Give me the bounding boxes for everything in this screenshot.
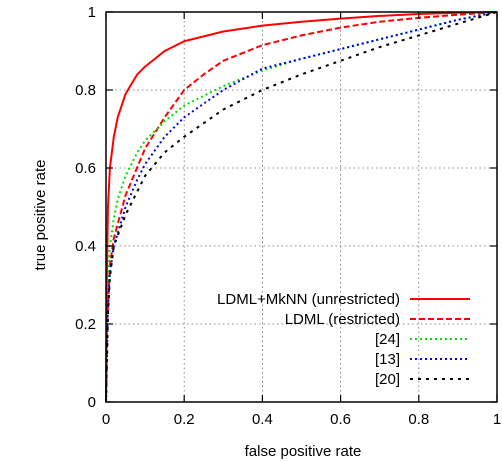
series-line-2 xyxy=(105,11,498,403)
x-tick-label: 0.4 xyxy=(252,411,273,428)
series-layer xyxy=(105,11,498,403)
x-tick-label: 0.6 xyxy=(330,411,351,428)
y-tick-label: 0.4 xyxy=(75,238,96,255)
y-tick-label: 0.8 xyxy=(75,82,96,99)
grid-layer xyxy=(106,12,497,402)
y-tick-label: 0.6 xyxy=(75,160,96,177)
series-line-5 xyxy=(105,11,498,403)
y-tick-label: 0 xyxy=(88,394,96,411)
x-tick-label: 0 xyxy=(102,411,110,428)
x-tick-label: 0.2 xyxy=(174,411,195,428)
y-tick-label: 0.2 xyxy=(75,316,96,333)
legend-label: [13] xyxy=(375,351,400,368)
legend-label: LDML+MkNN (unrestricted) xyxy=(217,291,400,308)
x-tick-label: 0.8 xyxy=(408,411,429,428)
series-line-3 xyxy=(105,11,498,403)
legend: LDML+MkNN (unrestricted) LDML (restricted… xyxy=(217,291,470,388)
series-line-4 xyxy=(105,11,498,403)
ticks-layer: 0 0.2 0.4 0.6 0.8 1 0 0.2 0.4 0.6 0.8 1 xyxy=(75,4,501,428)
legend-label: LDML (restricted) xyxy=(285,311,400,328)
y-axis-label: true positive rate xyxy=(32,160,49,271)
series-line-1 xyxy=(105,11,498,403)
legend-label: [24] xyxy=(375,331,400,348)
plot-frame xyxy=(105,11,498,403)
legend-label: [20] xyxy=(375,371,400,388)
y-tick-label: 1 xyxy=(88,4,96,21)
x-axis-label: false positive rate xyxy=(245,443,362,460)
x-tick-label: 1 xyxy=(493,411,501,428)
